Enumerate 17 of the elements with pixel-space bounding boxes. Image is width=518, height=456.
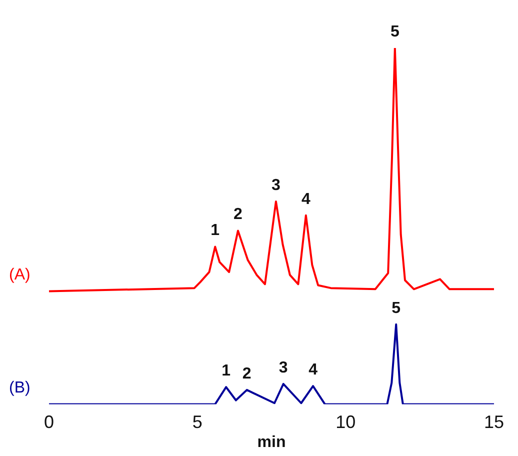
x-axis-title: min (257, 434, 286, 451)
series-label: (B) (9, 380, 30, 397)
annotation: 3 (278, 359, 288, 376)
annotation: 4 (308, 361, 318, 378)
annotation: 5 (392, 300, 401, 317)
series-label: (A) (9, 266, 30, 284)
annotation: 2 (242, 365, 252, 382)
x-tick-label: 15 (484, 412, 504, 432)
annotation: 1 (210, 222, 220, 240)
annotation: 1 (222, 362, 231, 380)
annotation: 5 (390, 23, 400, 40)
annotation: 4 (301, 190, 310, 208)
annotation: 3 (271, 176, 280, 194)
x-tick-label: 5 (192, 412, 202, 432)
x-tick-label: 10 (336, 412, 356, 432)
annotation: 2 (234, 206, 243, 224)
x-tick-label: 0 (44, 412, 54, 432)
